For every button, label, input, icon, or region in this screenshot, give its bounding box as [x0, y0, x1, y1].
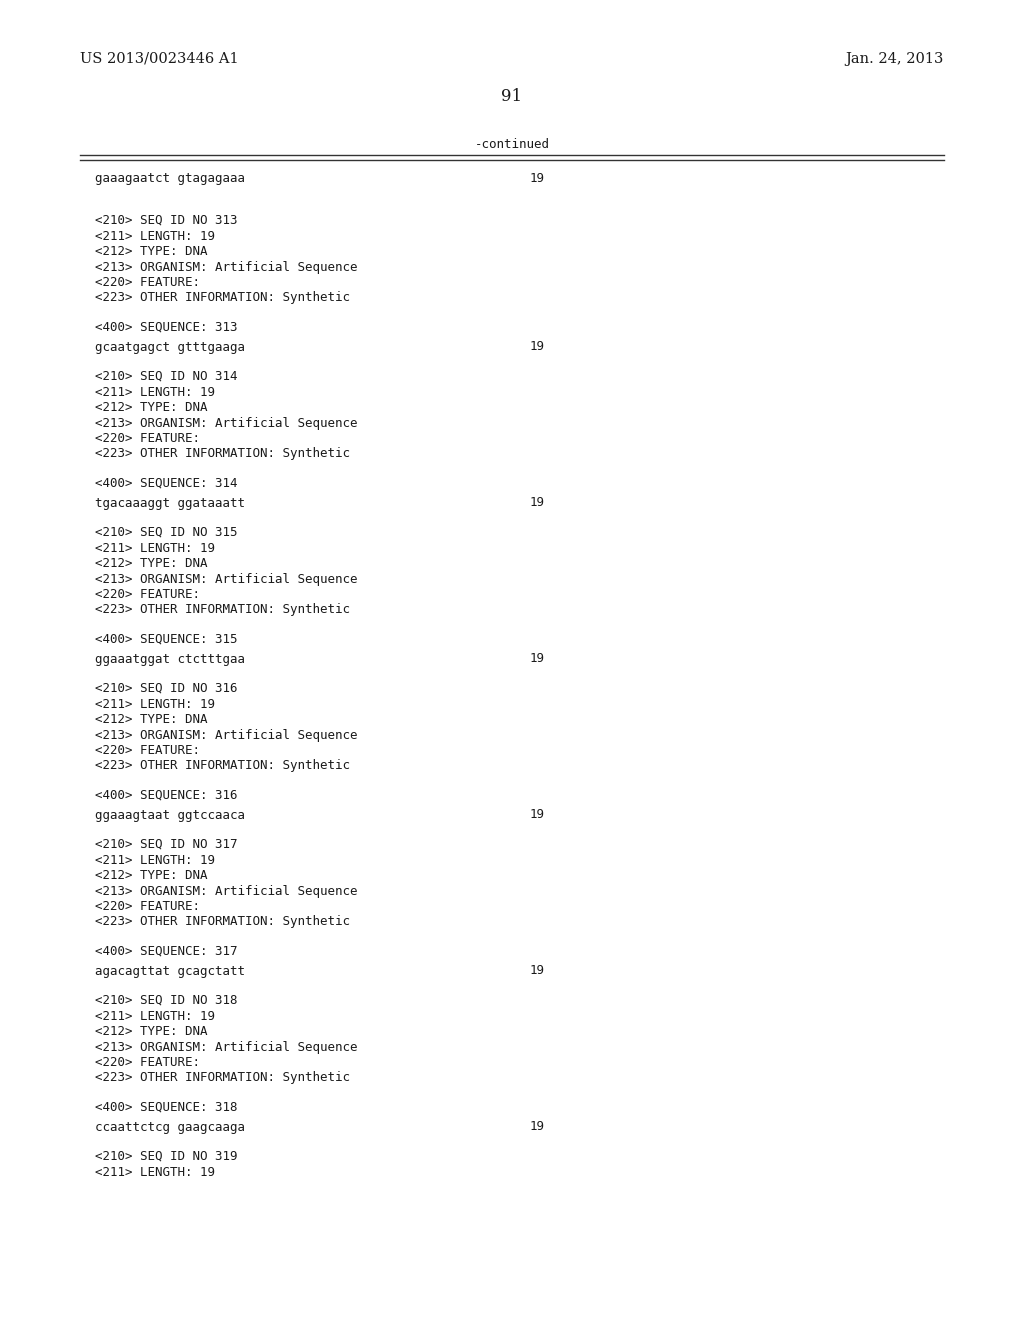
Text: <220> FEATURE:: <220> FEATURE: — [95, 900, 200, 913]
Text: <212> TYPE: DNA: <212> TYPE: DNA — [95, 246, 208, 257]
Text: <220> FEATURE:: <220> FEATURE: — [95, 276, 200, 289]
Text: <210> SEQ ID NO 319: <210> SEQ ID NO 319 — [95, 1150, 238, 1163]
Text: <213> ORGANISM: Artificial Sequence: <213> ORGANISM: Artificial Sequence — [95, 417, 357, 429]
Text: <212> TYPE: DNA: <212> TYPE: DNA — [95, 1026, 208, 1038]
Text: Jan. 24, 2013: Jan. 24, 2013 — [846, 51, 944, 66]
Text: <220> FEATURE:: <220> FEATURE: — [95, 587, 200, 601]
Text: ggaaagtaat ggtccaaca: ggaaagtaat ggtccaaca — [95, 808, 245, 821]
Text: <211> LENGTH: 19: <211> LENGTH: 19 — [95, 1010, 215, 1023]
Text: <210> SEQ ID NO 318: <210> SEQ ID NO 318 — [95, 994, 238, 1007]
Text: 19: 19 — [530, 808, 545, 821]
Text: US 2013/0023446 A1: US 2013/0023446 A1 — [80, 51, 239, 66]
Text: <211> LENGTH: 19: <211> LENGTH: 19 — [95, 230, 215, 243]
Text: <223> OTHER INFORMATION: Synthetic: <223> OTHER INFORMATION: Synthetic — [95, 916, 350, 928]
Text: <210> SEQ ID NO 316: <210> SEQ ID NO 316 — [95, 682, 238, 696]
Text: <400> SEQUENCE: 315: <400> SEQUENCE: 315 — [95, 634, 238, 645]
Text: <400> SEQUENCE: 318: <400> SEQUENCE: 318 — [95, 1101, 238, 1114]
Text: <223> OTHER INFORMATION: Synthetic: <223> OTHER INFORMATION: Synthetic — [95, 1072, 350, 1085]
Text: <212> TYPE: DNA: <212> TYPE: DNA — [95, 869, 208, 882]
Text: <213> ORGANISM: Artificial Sequence: <213> ORGANISM: Artificial Sequence — [95, 260, 357, 273]
Text: 19: 19 — [530, 1121, 545, 1134]
Text: <211> LENGTH: 19: <211> LENGTH: 19 — [95, 697, 215, 710]
Text: <220> FEATURE:: <220> FEATURE: — [95, 1056, 200, 1069]
Text: tgacaaaggt ggataaatt: tgacaaaggt ggataaatt — [95, 496, 245, 510]
Text: 19: 19 — [530, 652, 545, 665]
Text: <211> LENGTH: 19: <211> LENGTH: 19 — [95, 541, 215, 554]
Text: ccaattctcg gaagcaaga: ccaattctcg gaagcaaga — [95, 1121, 245, 1134]
Text: <213> ORGANISM: Artificial Sequence: <213> ORGANISM: Artificial Sequence — [95, 729, 357, 742]
Text: <210> SEQ ID NO 317: <210> SEQ ID NO 317 — [95, 838, 238, 851]
Text: 19: 19 — [530, 496, 545, 510]
Text: -continued: -continued — [474, 139, 550, 150]
Text: <213> ORGANISM: Artificial Sequence: <213> ORGANISM: Artificial Sequence — [95, 573, 357, 586]
Text: <220> FEATURE:: <220> FEATURE: — [95, 432, 200, 445]
Text: 19: 19 — [530, 965, 545, 978]
Text: <400> SEQUENCE: 316: <400> SEQUENCE: 316 — [95, 789, 238, 803]
Text: <213> ORGANISM: Artificial Sequence: <213> ORGANISM: Artificial Sequence — [95, 1040, 357, 1053]
Text: <400> SEQUENCE: 313: <400> SEQUENCE: 313 — [95, 321, 238, 334]
Text: <210> SEQ ID NO 313: <210> SEQ ID NO 313 — [95, 214, 238, 227]
Text: <400> SEQUENCE: 317: <400> SEQUENCE: 317 — [95, 945, 238, 958]
Text: <213> ORGANISM: Artificial Sequence: <213> ORGANISM: Artificial Sequence — [95, 884, 357, 898]
Text: <223> OTHER INFORMATION: Synthetic: <223> OTHER INFORMATION: Synthetic — [95, 603, 350, 616]
Text: <212> TYPE: DNA: <212> TYPE: DNA — [95, 401, 208, 414]
Text: agacagttat gcagctatt: agacagttat gcagctatt — [95, 965, 245, 978]
Text: <220> FEATURE:: <220> FEATURE: — [95, 744, 200, 756]
Text: <210> SEQ ID NO 314: <210> SEQ ID NO 314 — [95, 370, 238, 383]
Text: <223> OTHER INFORMATION: Synthetic: <223> OTHER INFORMATION: Synthetic — [95, 447, 350, 461]
Text: <223> OTHER INFORMATION: Synthetic: <223> OTHER INFORMATION: Synthetic — [95, 292, 350, 305]
Text: gaaagaatct gtagagaaa: gaaagaatct gtagagaaa — [95, 172, 245, 185]
Text: 19: 19 — [530, 172, 545, 185]
Text: <212> TYPE: DNA: <212> TYPE: DNA — [95, 557, 208, 570]
Text: 19: 19 — [530, 341, 545, 354]
Text: <212> TYPE: DNA: <212> TYPE: DNA — [95, 713, 208, 726]
Text: <400> SEQUENCE: 314: <400> SEQUENCE: 314 — [95, 477, 238, 490]
Text: <223> OTHER INFORMATION: Synthetic: <223> OTHER INFORMATION: Synthetic — [95, 759, 350, 772]
Text: <211> LENGTH: 19: <211> LENGTH: 19 — [95, 854, 215, 866]
Text: <211> LENGTH: 19: <211> LENGTH: 19 — [95, 1166, 215, 1179]
Text: 91: 91 — [502, 88, 522, 106]
Text: <210> SEQ ID NO 315: <210> SEQ ID NO 315 — [95, 525, 238, 539]
Text: <211> LENGTH: 19: <211> LENGTH: 19 — [95, 385, 215, 399]
Text: ggaaatggat ctctttgaa: ggaaatggat ctctttgaa — [95, 652, 245, 665]
Text: gcaatgagct gtttgaaga: gcaatgagct gtttgaaga — [95, 341, 245, 354]
